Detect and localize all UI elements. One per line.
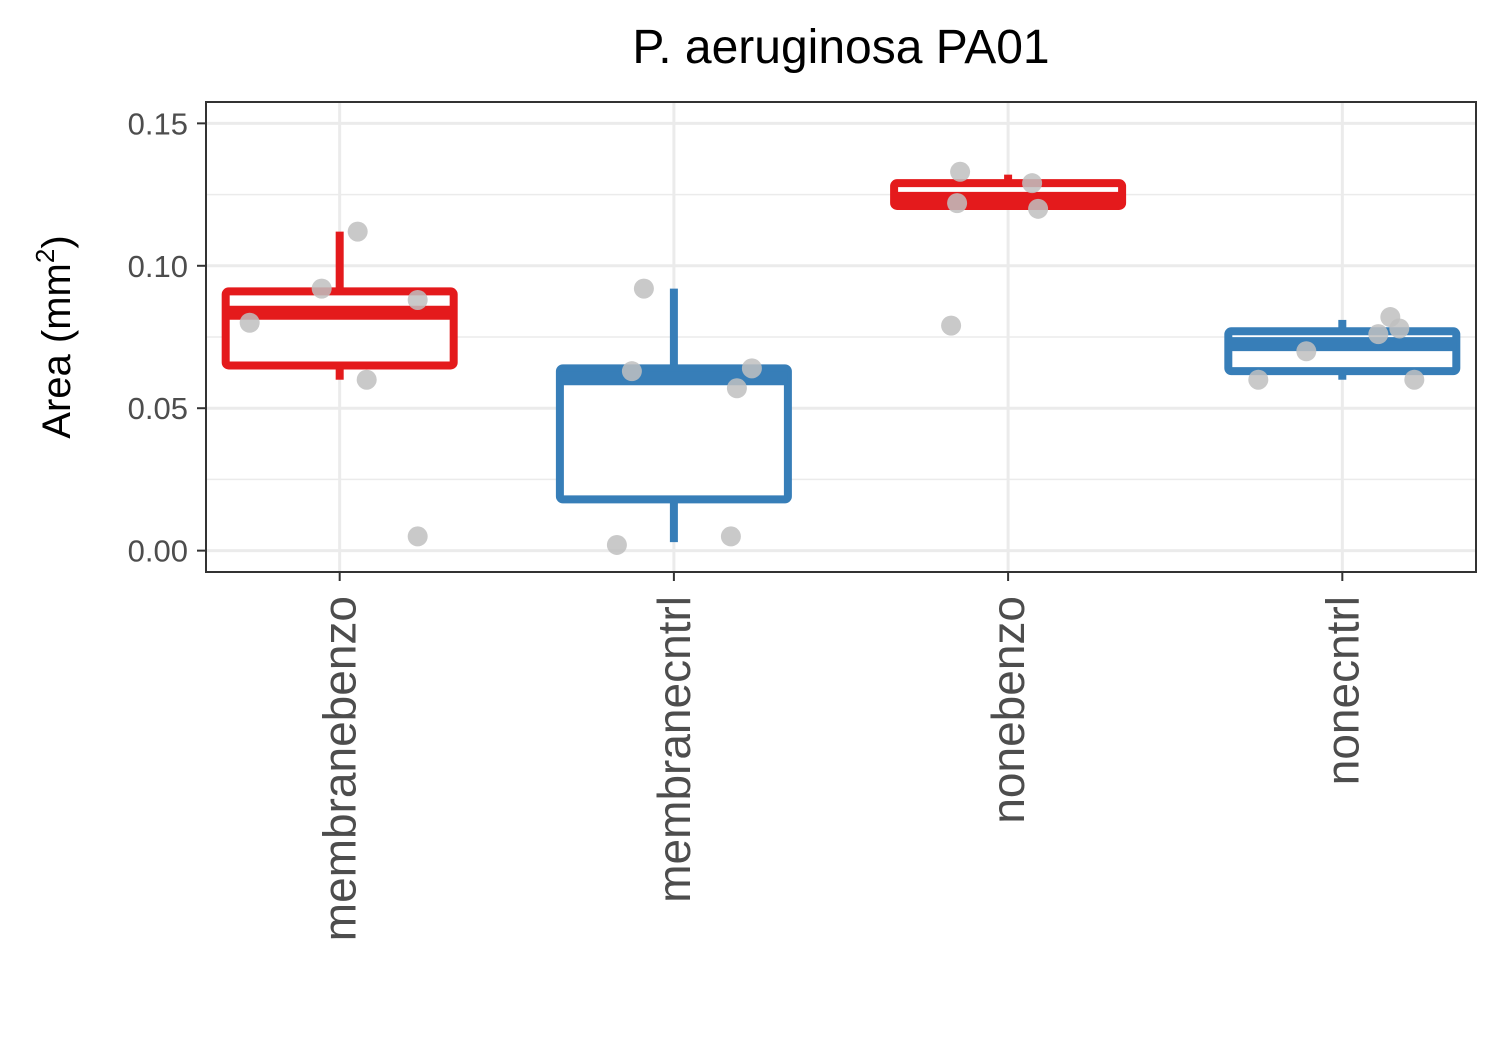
data-point <box>239 312 260 333</box>
axis-layer: 0.00 0.05 0.10 0.15 membranebenzo membranecnt… <box>128 106 1369 941</box>
panel-border <box>205 101 1477 573</box>
data-point <box>606 534 627 555</box>
data-point <box>720 526 741 547</box>
data-point <box>726 378 747 399</box>
data-point <box>947 193 968 214</box>
y-tick-label: 0.10 <box>128 249 188 284</box>
y-axis-label-close: ) <box>35 235 79 248</box>
data-point <box>1404 369 1425 390</box>
box-nonebenzo <box>890 174 1127 210</box>
x-tick-label: nonebenzo <box>982 596 1034 824</box>
y-axis-label-text: Area (mm <box>35 263 79 439</box>
data-point <box>941 315 962 336</box>
x-tick-label: nonecntrl <box>1316 596 1368 785</box>
grid-layer <box>206 102 1476 572</box>
y-tick-label: 0.15 <box>128 106 188 141</box>
chart-title: P. aeruginosa PA01 <box>632 21 1049 74</box>
y-tick-label: 0.00 <box>128 534 188 569</box>
y-axis-label-superscript: 2 <box>30 249 60 263</box>
box-membranecntrl <box>555 288 792 543</box>
data-point <box>356 369 377 390</box>
data-point <box>1248 369 1269 390</box>
data-point <box>1028 198 1049 219</box>
data-point <box>347 221 368 242</box>
data-point <box>407 289 428 310</box>
box-membranebenzo <box>221 231 458 380</box>
data-point <box>1022 173 1043 194</box>
data-point <box>311 278 332 299</box>
data-point <box>621 361 642 382</box>
y-tick-label: 0.05 <box>128 391 188 426</box>
y-axis-label: Area (mm2) <box>30 235 79 438</box>
box-nonecntrl <box>1224 319 1461 380</box>
data-point <box>1389 318 1410 339</box>
point-layer <box>239 161 1425 555</box>
x-tick-label: membranecntrl <box>648 596 700 903</box>
data-point <box>741 358 762 379</box>
box-body <box>555 364 792 504</box>
box-layer <box>221 174 1461 543</box>
data-point <box>1368 324 1389 345</box>
data-point <box>633 278 654 299</box>
x-tick-label: membranebenzo <box>314 596 366 941</box>
data-point <box>950 161 971 182</box>
data-point <box>1296 341 1317 362</box>
data-point <box>407 526 428 547</box>
